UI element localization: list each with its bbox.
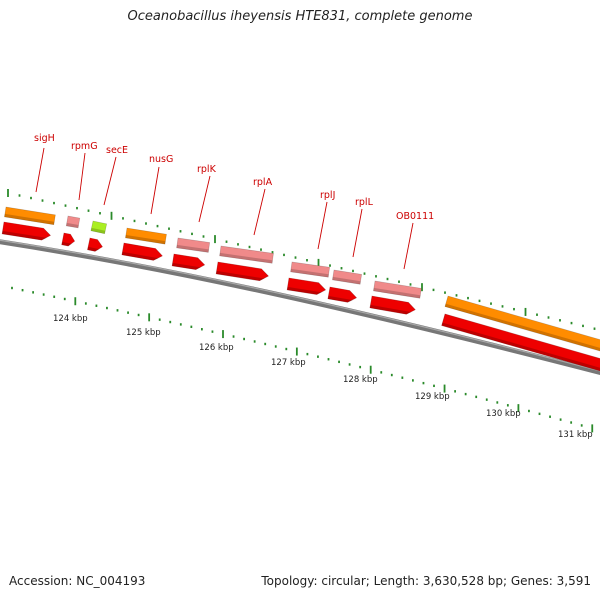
feature-block-nusg bbox=[125, 227, 167, 245]
feature-block-shade bbox=[332, 276, 361, 285]
gene-arrow-sigh bbox=[1, 221, 51, 241]
feature-block-body bbox=[373, 280, 422, 299]
feature-block-body bbox=[125, 227, 167, 245]
feature-block-body bbox=[4, 206, 56, 226]
gene-arrow-ob0111 bbox=[369, 295, 416, 315]
feature-block-body bbox=[444, 295, 600, 354]
gene-arrow-shape bbox=[215, 261, 269, 282]
feature-block-body bbox=[332, 269, 362, 285]
gene-arrow-shape bbox=[327, 286, 358, 303]
gene-arrow-rplk bbox=[171, 253, 206, 270]
gene-label-rplk: rplK bbox=[197, 164, 217, 175]
gene-label-ob0111: OB0111 bbox=[396, 211, 434, 222]
gene-label-rpll: rplL bbox=[355, 197, 374, 208]
scale-label: 124 kbp bbox=[53, 314, 88, 324]
feature-block-shade bbox=[4, 213, 55, 225]
gene-leader-line bbox=[352, 208, 363, 258]
gene-label-rpmg: rpmG bbox=[71, 141, 98, 152]
scale-label: 131 kbp bbox=[558, 430, 593, 440]
feature-block-sigh bbox=[4, 206, 56, 226]
feature-block-shade bbox=[125, 234, 166, 245]
gene-leader-line bbox=[78, 152, 86, 201]
scale-label: 127 kbp bbox=[271, 358, 306, 368]
feature-block-body bbox=[219, 245, 274, 264]
gene-label-nusg: nusG bbox=[149, 154, 173, 165]
feature-block-rplk bbox=[176, 237, 211, 253]
gene-label-rpla: rplA bbox=[253, 177, 273, 188]
gene-arrow-shape bbox=[121, 242, 163, 261]
gene-leader-line bbox=[150, 166, 160, 215]
gene-arrow-rpll bbox=[327, 286, 358, 303]
feature-block-rpll bbox=[332, 269, 362, 285]
gene-label-layer: sigH rpmG secE nusG rplK rplA rplJ rplL OB0111 bbox=[34, 133, 434, 270]
gene-arrow-long bbox=[441, 313, 600, 375]
map-title: Oceanobacillus iheyensis HTE831, complet… bbox=[127, 9, 473, 24]
gene-arrow-rpla bbox=[215, 261, 269, 282]
tick-layer bbox=[7, 189, 596, 330]
gene-arrow-shape bbox=[1, 221, 51, 241]
gene-arrow-shade bbox=[216, 270, 265, 281]
genome-backbone bbox=[0, 239, 600, 376]
gene-label-rplj: rplJ bbox=[320, 190, 335, 201]
genome-info-text: Topology: circular; Length: 3,630,528 bp… bbox=[261, 574, 591, 588]
gene-arrow-shade bbox=[327, 295, 353, 303]
feature-block-shade bbox=[219, 252, 273, 264]
gene-arrow-shape bbox=[61, 232, 76, 247]
gene-arrow-shade bbox=[121, 251, 159, 261]
accession-text: Accession: NC_004193 bbox=[9, 574, 146, 588]
gene-arrow-shade bbox=[441, 322, 600, 374]
gene-arrow-shape bbox=[171, 253, 206, 270]
gene-arrow-rpmg bbox=[61, 232, 76, 247]
gene-leader-line bbox=[198, 175, 211, 223]
gene-arrow-sece bbox=[87, 237, 103, 252]
feature-block-body bbox=[90, 220, 108, 235]
gene-arrow-shape bbox=[441, 313, 600, 375]
feature-block-shade bbox=[290, 268, 329, 278]
gene-leader-line bbox=[317, 201, 328, 250]
feature-block-sece bbox=[90, 220, 108, 235]
gene-arrow-shade bbox=[61, 241, 72, 247]
feature-block-shade bbox=[176, 244, 209, 253]
feature-block-rpmg bbox=[65, 215, 81, 229]
gene-leader-line bbox=[35, 147, 45, 193]
feature-block-shade bbox=[66, 222, 79, 228]
gene-arrow-shade bbox=[287, 286, 322, 295]
scale-label: 126 kbp bbox=[199, 343, 234, 353]
gene-label-sece: secE bbox=[106, 145, 128, 156]
scale-label: 125 kbp bbox=[126, 328, 161, 338]
feature-block-body bbox=[176, 237, 211, 253]
gene-leader-line bbox=[403, 222, 414, 270]
gene-arrow-shape bbox=[286, 277, 327, 295]
scale-label: 129 kbp bbox=[415, 392, 450, 402]
feature-block-body bbox=[65, 215, 81, 229]
gene-arrow-shade bbox=[172, 262, 202, 270]
feature-block-rpla bbox=[219, 245, 274, 264]
genome-backbone-highlight bbox=[0, 239, 600, 372]
gene-arrow-shade bbox=[2, 230, 47, 241]
feature-block-ob0111 bbox=[373, 280, 422, 299]
gene-arrow-shape bbox=[369, 295, 416, 315]
scale-label: 130 kbp bbox=[486, 409, 521, 419]
gene-arrow-nusg bbox=[121, 242, 163, 261]
feature-layer bbox=[0, 206, 600, 376]
scale-label: 128 kbp bbox=[343, 375, 378, 385]
feature-block-shade bbox=[90, 227, 106, 234]
scale-layer: 124 kbp 125 kbp 126 kbp 127 kbp 128 kbp 129 k… bbox=[11, 286, 594, 440]
gene-arrow-rplj bbox=[286, 277, 327, 295]
gene-leader-line bbox=[103, 156, 117, 206]
gene-leader-line bbox=[253, 188, 266, 236]
feature-block-rplj bbox=[290, 261, 330, 278]
gene-arrow-shape bbox=[87, 237, 103, 252]
feature-block-body bbox=[290, 261, 330, 278]
feature-block-shade bbox=[373, 287, 421, 299]
gene-label-sigh: sigH bbox=[34, 133, 55, 144]
feature-block-long-orange bbox=[444, 295, 600, 354]
feature-block-shade bbox=[444, 303, 600, 354]
gene-arrow-shade bbox=[87, 246, 100, 252]
gene-arrow-shade bbox=[369, 304, 412, 315]
